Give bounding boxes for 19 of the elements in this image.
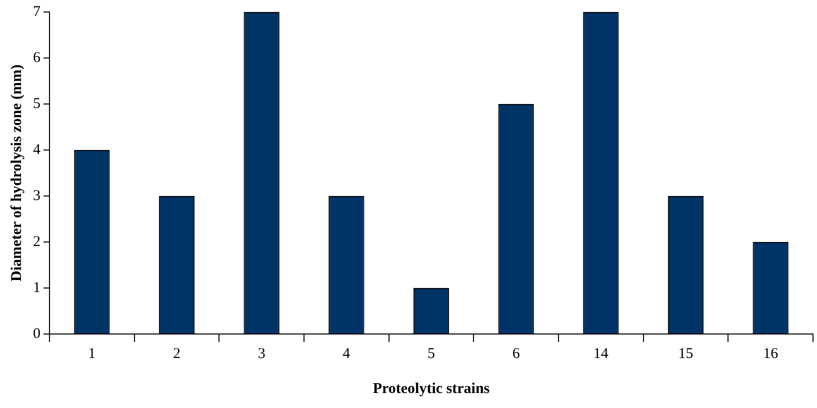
y-tick-label: 2 xyxy=(33,234,40,250)
y-tick-label: 3 xyxy=(33,188,40,204)
y-tick-label: 0 xyxy=(33,326,40,342)
x-tick-label: 15 xyxy=(678,346,694,362)
x-tick-label: 5 xyxy=(428,346,435,362)
x-tick-label: 4 xyxy=(342,346,351,362)
x-tick-label: 1 xyxy=(88,346,96,362)
y-tick-label: 5 xyxy=(33,96,40,112)
y-axis-title: Diameter of hydrolysis zone (mm) xyxy=(8,64,25,282)
y-tick-label: 7 xyxy=(33,4,41,20)
y-tick-label: 4 xyxy=(33,142,41,158)
x-tick-label: 14 xyxy=(593,346,609,362)
x-tick-label: 6 xyxy=(512,346,520,362)
x-axis-title: Proteolytic strains xyxy=(372,380,490,397)
x-tick-label: 2 xyxy=(173,346,180,362)
x-tick-label: 3 xyxy=(258,346,266,362)
x-tick-label: 16 xyxy=(763,346,779,362)
y-tick-label: 6 xyxy=(33,50,41,66)
y-tick-label: 1 xyxy=(33,280,40,296)
